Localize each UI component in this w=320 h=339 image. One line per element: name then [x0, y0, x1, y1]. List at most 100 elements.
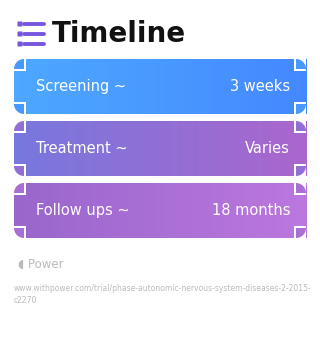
Bar [36, 59, 39, 114]
Bar [99, 121, 102, 176]
Bar [216, 59, 219, 114]
Bar [75, 59, 78, 114]
Bar [24, 59, 27, 114]
Bar [77, 121, 80, 176]
Bar [14, 121, 24, 131]
Bar [277, 183, 280, 238]
Bar [138, 121, 141, 176]
Bar [82, 59, 85, 114]
Bar [89, 183, 92, 238]
Bar [48, 59, 51, 114]
Bar [68, 183, 70, 238]
Bar [238, 59, 241, 114]
Bar [38, 121, 41, 176]
Bar [299, 183, 302, 238]
Bar [231, 183, 234, 238]
Bar [53, 121, 56, 176]
Bar [274, 59, 277, 114]
Wedge shape [296, 228, 306, 238]
Bar [304, 183, 307, 238]
Bar [150, 121, 153, 176]
Bar [175, 59, 178, 114]
Bar [160, 183, 163, 238]
Bar [53, 59, 56, 114]
Bar [243, 121, 246, 176]
Bar [41, 121, 44, 176]
Bar [187, 183, 190, 238]
Bar [255, 183, 258, 238]
Bar [206, 183, 209, 238]
Bar [116, 183, 119, 238]
Bar [153, 59, 156, 114]
Bar [238, 183, 241, 238]
Bar [97, 121, 100, 176]
Bar [286, 183, 290, 238]
Bar [26, 59, 29, 114]
Bar [89, 121, 92, 176]
Bar [194, 59, 197, 114]
Bar [84, 59, 87, 114]
Bar [294, 59, 306, 71]
Bar [260, 183, 263, 238]
Bar [238, 121, 241, 176]
Bar [14, 183, 26, 195]
Bar [126, 183, 129, 238]
Bar [111, 121, 114, 176]
Wedge shape [14, 59, 24, 69]
Bar [243, 183, 246, 238]
Wedge shape [14, 121, 24, 131]
Bar [211, 121, 214, 176]
Bar [140, 59, 143, 114]
Bar [286, 59, 290, 114]
Bar [284, 59, 287, 114]
Bar [68, 59, 70, 114]
Bar [240, 183, 243, 238]
Bar [31, 121, 34, 176]
Bar [175, 121, 178, 176]
Bar [14, 164, 26, 176]
Bar [184, 183, 187, 238]
Bar [109, 121, 112, 176]
Bar [221, 121, 224, 176]
Bar [128, 59, 131, 114]
Bar [272, 59, 275, 114]
Bar [72, 59, 75, 114]
Wedge shape [296, 183, 306, 193]
Bar [196, 121, 199, 176]
Bar [262, 121, 265, 176]
Bar [267, 59, 270, 114]
Bar [245, 183, 248, 238]
Bar [282, 121, 284, 176]
Bar [94, 183, 97, 238]
Bar [221, 59, 224, 114]
Bar [267, 121, 270, 176]
Bar [34, 121, 36, 176]
Bar [43, 59, 46, 114]
Bar [124, 183, 126, 238]
Bar [114, 183, 117, 238]
Bar [269, 59, 272, 114]
Bar [170, 121, 173, 176]
Bar [301, 121, 304, 176]
Bar [192, 121, 195, 176]
Bar [102, 59, 105, 114]
FancyBboxPatch shape [18, 32, 22, 37]
Bar [236, 183, 238, 238]
Bar [248, 121, 251, 176]
Bar [48, 183, 51, 238]
Bar [126, 121, 129, 176]
Bar [284, 183, 287, 238]
Bar [136, 59, 139, 114]
Text: Varies: Varies [245, 141, 290, 156]
Bar [296, 228, 306, 238]
Bar [111, 59, 114, 114]
Bar [177, 121, 180, 176]
Bar [240, 121, 243, 176]
Bar [262, 59, 265, 114]
Bar [124, 59, 126, 114]
Bar [172, 183, 175, 238]
Bar [182, 183, 185, 238]
Text: Follow ups ~: Follow ups ~ [36, 203, 130, 218]
Bar [213, 59, 216, 114]
Bar [177, 183, 180, 238]
